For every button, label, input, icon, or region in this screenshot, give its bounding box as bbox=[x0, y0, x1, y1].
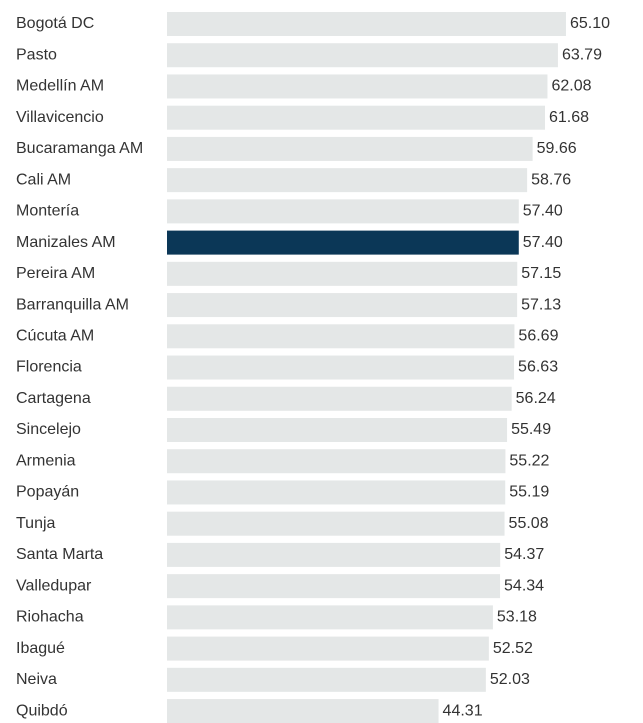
value-label: 55.49 bbox=[511, 421, 551, 438]
category-label: Montería bbox=[16, 203, 79, 220]
bar bbox=[167, 355, 515, 380]
value-label: 44.31 bbox=[443, 702, 483, 719]
category-label: Florencia bbox=[16, 359, 82, 376]
category-label: Barranquilla AM bbox=[16, 296, 129, 313]
value-label: 59.66 bbox=[537, 140, 577, 157]
category-label: Pereira AM bbox=[16, 265, 95, 282]
category-label: Quibdó bbox=[16, 702, 68, 719]
bar bbox=[167, 105, 546, 130]
category-label: Medellín AM bbox=[16, 78, 104, 95]
value-label: 63.79 bbox=[562, 46, 602, 63]
category-label: Cúcuta AM bbox=[16, 328, 94, 345]
value-label: 61.68 bbox=[549, 109, 589, 126]
category-label: Armenia bbox=[16, 452, 76, 469]
value-label: 57.15 bbox=[521, 265, 561, 282]
bar bbox=[167, 199, 519, 224]
bar bbox=[167, 699, 439, 723]
bar bbox=[167, 480, 506, 505]
category-label: Sincelejo bbox=[16, 421, 81, 438]
value-label: 65.10 bbox=[570, 15, 610, 32]
category-label: Cartagena bbox=[16, 390, 91, 407]
bar bbox=[167, 667, 486, 692]
bar bbox=[167, 511, 505, 536]
bar bbox=[167, 324, 515, 349]
category-label: Riohacha bbox=[16, 609, 84, 626]
category-label: Bogotá DC bbox=[16, 15, 94, 32]
category-label: Ibagué bbox=[16, 640, 65, 657]
value-label: 57.40 bbox=[523, 203, 563, 220]
value-label: 52.52 bbox=[493, 640, 533, 657]
value-label: 56.24 bbox=[516, 390, 556, 407]
bar bbox=[167, 574, 501, 599]
category-label: Villavicencio bbox=[16, 109, 104, 126]
category-label: Manizales AM bbox=[16, 234, 116, 251]
category-label: Cali AM bbox=[16, 171, 71, 188]
value-label: 53.18 bbox=[497, 609, 537, 626]
bar bbox=[167, 293, 518, 318]
bar bbox=[167, 43, 558, 68]
bar bbox=[167, 261, 518, 286]
value-label: 56.69 bbox=[518, 328, 558, 345]
bar bbox=[167, 542, 501, 567]
value-label: 56.63 bbox=[518, 359, 558, 376]
value-label: 52.03 bbox=[490, 671, 530, 688]
bar bbox=[167, 12, 566, 36]
value-label: 55.22 bbox=[509, 452, 549, 469]
value-label: 55.08 bbox=[509, 515, 549, 532]
value-label: 54.34 bbox=[504, 577, 544, 594]
bar bbox=[167, 386, 512, 411]
value-label: 57.13 bbox=[521, 296, 561, 313]
bar bbox=[167, 136, 533, 161]
bar bbox=[167, 636, 489, 661]
category-label: Tunja bbox=[16, 515, 56, 532]
bar bbox=[167, 74, 548, 99]
value-label: 57.40 bbox=[523, 234, 563, 251]
value-label: 55.19 bbox=[509, 484, 549, 501]
bar bbox=[167, 230, 519, 255]
category-label: Valledupar bbox=[16, 577, 92, 594]
bar bbox=[167, 168, 528, 193]
value-label: 58.76 bbox=[531, 171, 571, 188]
category-label: Santa Marta bbox=[16, 546, 103, 563]
bar bbox=[167, 605, 493, 630]
bar bbox=[167, 449, 506, 474]
value-label: 54.37 bbox=[504, 546, 544, 563]
bar bbox=[167, 417, 508, 442]
value-label: 62.08 bbox=[551, 78, 591, 95]
category-label: Bucaramanga AM bbox=[16, 140, 143, 157]
category-label: Popayán bbox=[16, 484, 79, 501]
category-label: Neiva bbox=[16, 671, 57, 688]
category-label: Pasto bbox=[16, 46, 57, 63]
